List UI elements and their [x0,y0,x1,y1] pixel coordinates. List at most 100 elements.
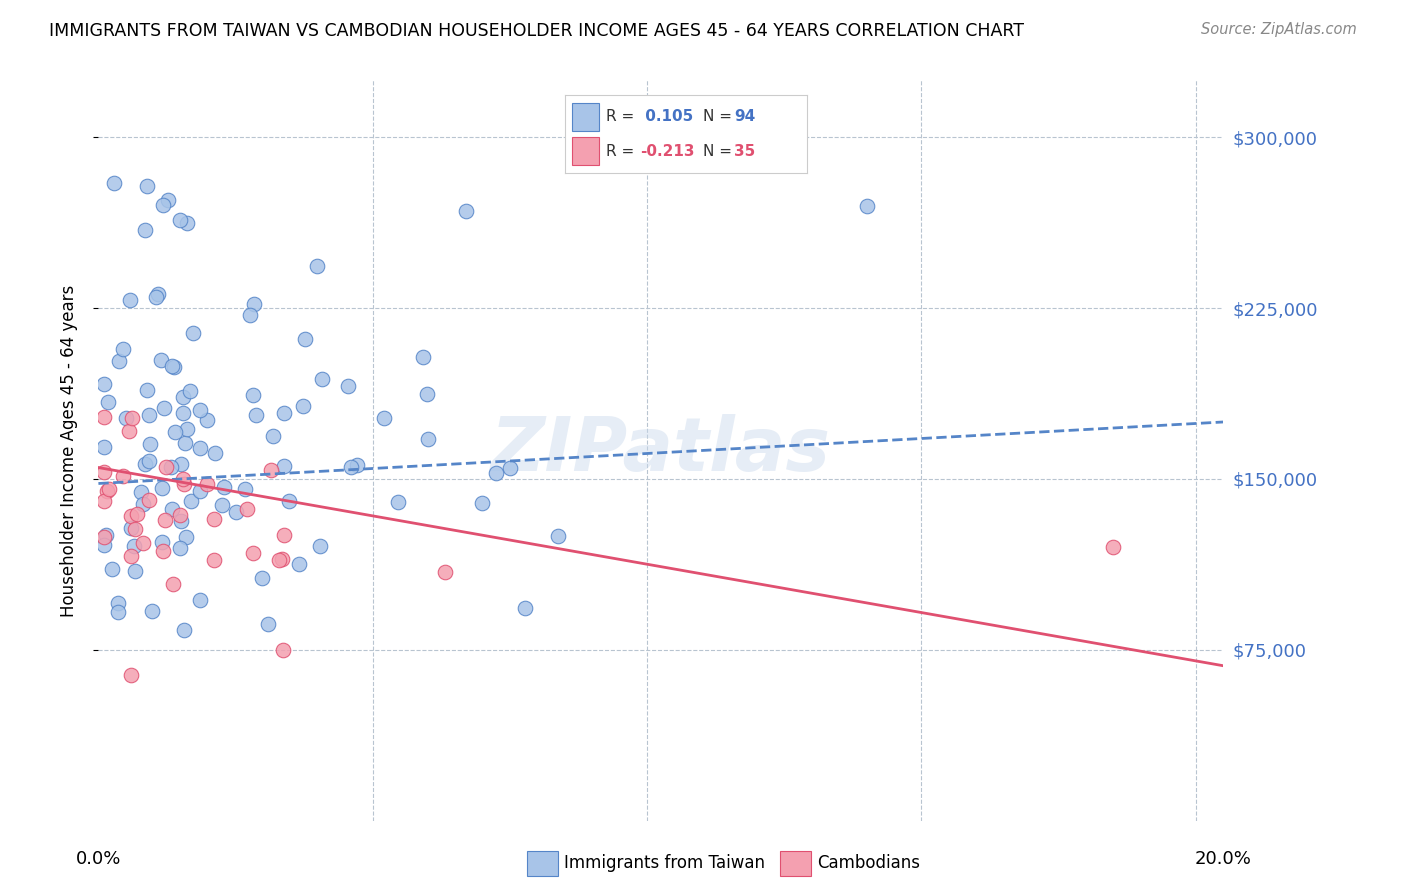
Point [471,496,494,510]
Point [242,388,264,402]
Point [107,354,129,368]
Point [173,623,195,637]
Point [150,534,173,549]
Point [257,617,280,632]
Point [373,411,395,425]
Text: IMMIGRANTS FROM TAIWAN VS CAMBODIAN HOUSEHOLDER INCOME AGES 45 - 64 YEARS CORREL: IMMIGRANTS FROM TAIWAN VS CAMBODIAN HOUS… [49,22,1024,40]
Point [485,467,508,481]
Point [179,384,201,398]
Point [163,425,186,439]
Point [118,424,141,438]
Text: Immigrants from Taiwan: Immigrants from Taiwan [564,855,765,872]
Point [434,565,457,579]
Point [112,343,135,357]
Point [160,459,183,474]
Point [120,509,142,524]
Point [188,403,211,417]
Point [136,179,159,194]
Point [270,552,292,566]
Text: Cambodians: Cambodians [817,855,920,872]
Point [134,457,156,471]
Point [294,332,316,346]
Point [188,441,211,455]
Point [170,514,193,528]
Point [93,494,115,508]
Point [120,549,142,563]
Point [124,564,146,578]
Point [515,600,537,615]
Point [197,413,219,427]
Point [225,504,247,518]
Point [93,409,115,424]
Point [107,606,129,620]
Point [243,297,266,311]
Point [180,494,202,508]
Point [124,539,146,553]
Point [120,668,142,682]
Point [138,408,160,422]
Point [93,538,115,552]
Point [250,571,273,585]
Point [153,401,176,415]
Point [273,458,295,473]
Point [93,530,115,544]
Point [174,530,197,544]
Point [172,406,194,420]
Point [235,482,257,496]
Point [163,360,186,375]
Point [97,394,120,409]
Point [416,432,439,446]
Point [152,197,174,211]
Point [169,541,191,555]
Point [112,468,135,483]
Point [202,512,225,526]
Point [245,408,267,422]
Point [176,422,198,436]
Point [291,399,314,413]
Point [125,508,148,522]
Point [174,436,197,450]
Point [211,498,233,512]
Point [499,461,522,475]
Point [239,308,262,322]
Point [305,259,328,273]
Point [138,453,160,467]
Point [236,502,259,516]
Point [273,528,295,542]
Point [114,410,136,425]
Point [337,379,360,393]
Point [242,546,264,560]
Point [454,204,477,219]
Point [120,521,142,535]
Point [93,465,115,479]
Point [271,643,294,657]
Point [204,446,226,460]
Text: 0.0%: 0.0% [76,850,121,868]
Point [118,293,141,307]
Text: ZIPatlas: ZIPatlas [491,414,831,487]
Point [269,553,291,567]
Point [156,193,179,207]
Point [170,457,193,471]
Point [1102,541,1125,555]
Point [346,458,368,473]
Text: 20.0%: 20.0% [1195,850,1251,868]
Point [146,286,169,301]
Point [94,528,117,542]
Y-axis label: Householder Income Ages 45 - 64 years: Householder Income Ages 45 - 64 years [59,285,77,616]
Point [150,481,173,495]
Point [412,351,434,365]
Point [160,502,183,516]
Point [259,462,281,476]
Point [273,406,295,420]
Point [277,494,299,508]
Point [855,198,877,212]
Point [134,223,156,237]
Point [96,483,118,498]
Point [155,459,177,474]
Point [311,372,333,386]
Point [176,216,198,230]
Point [172,391,194,405]
Point [162,577,184,591]
Point [139,437,162,451]
